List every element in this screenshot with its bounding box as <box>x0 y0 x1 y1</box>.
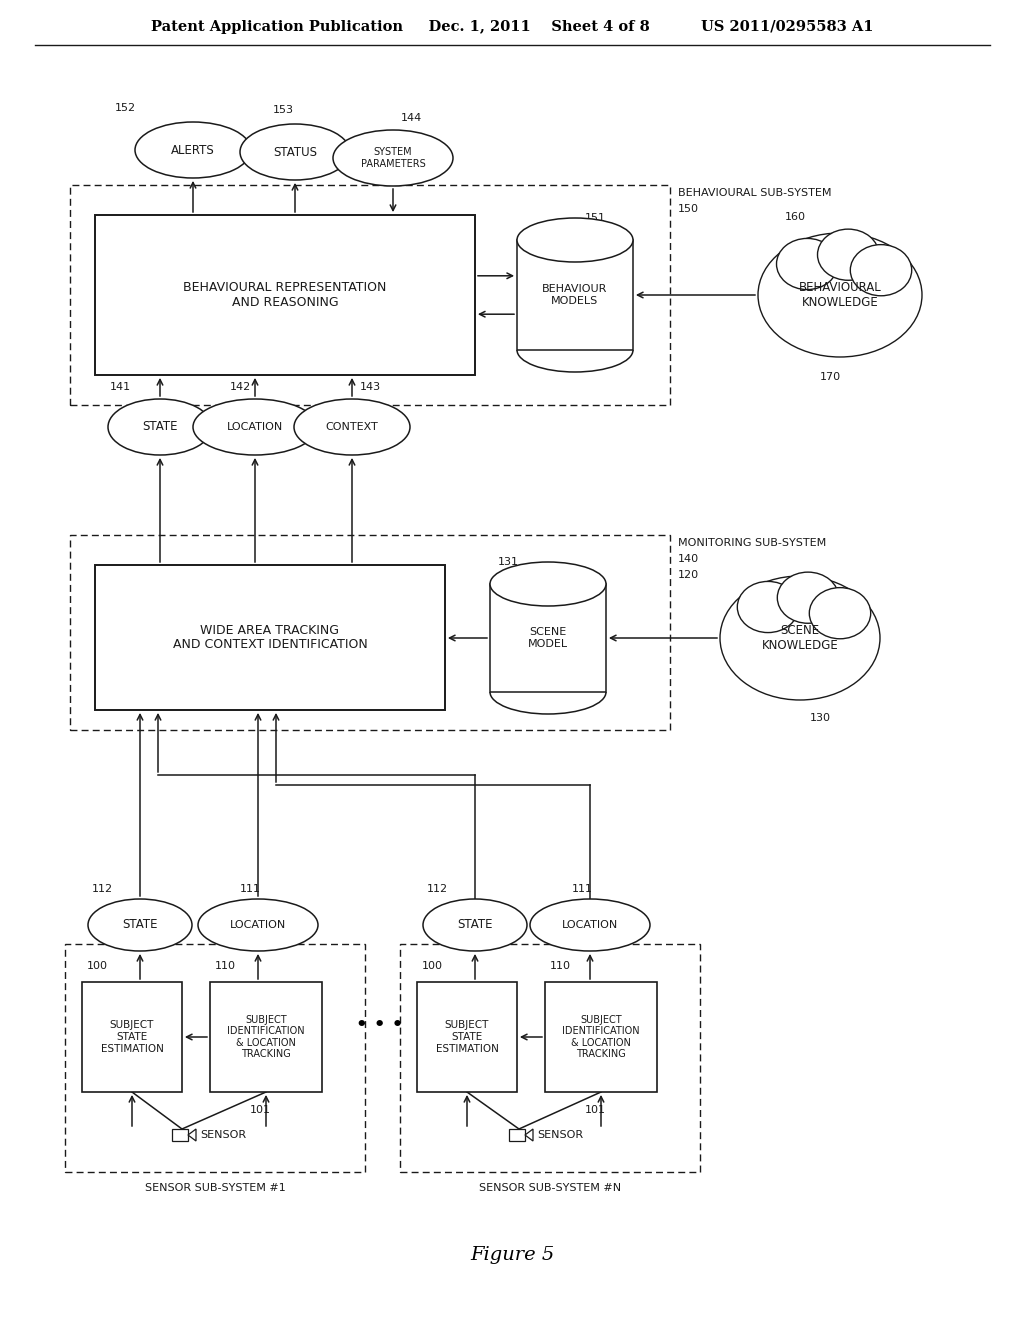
Ellipse shape <box>490 562 606 606</box>
Text: 140: 140 <box>678 554 699 564</box>
Ellipse shape <box>294 399 410 455</box>
Text: 100: 100 <box>422 961 443 972</box>
Text: 112: 112 <box>427 884 449 894</box>
Ellipse shape <box>777 572 839 623</box>
Text: • • •: • • • <box>247 642 294 659</box>
Ellipse shape <box>198 899 318 950</box>
Bar <box>545 982 657 1092</box>
Text: STATE: STATE <box>458 919 493 932</box>
Text: SENSOR: SENSOR <box>200 1130 246 1140</box>
Text: • • •: • • • <box>356 1016 403 1034</box>
Ellipse shape <box>108 399 212 455</box>
Text: LOCATION: LOCATION <box>562 920 618 931</box>
Ellipse shape <box>135 121 251 178</box>
Ellipse shape <box>88 899 193 950</box>
Ellipse shape <box>720 576 880 700</box>
Ellipse shape <box>240 124 350 180</box>
Bar <box>490 583 606 692</box>
Bar <box>400 944 700 1172</box>
Text: BEHAVIOURAL REPRESENTATION
AND REASONING: BEHAVIOURAL REPRESENTATION AND REASONING <box>183 281 387 309</box>
Ellipse shape <box>423 899 527 950</box>
Bar <box>65 944 365 1172</box>
Text: 110: 110 <box>550 961 571 972</box>
Text: 160: 160 <box>785 213 806 222</box>
Bar <box>509 1129 525 1140</box>
Text: 100: 100 <box>87 961 108 972</box>
Ellipse shape <box>817 230 879 280</box>
Polygon shape <box>188 1129 196 1140</box>
Text: 143: 143 <box>360 381 381 392</box>
Text: SENSOR SUB-SYSTEM #N: SENSOR SUB-SYSTEM #N <box>479 1183 622 1193</box>
Text: BEHAVIOUR
MODELS: BEHAVIOUR MODELS <box>543 284 607 306</box>
Text: 151: 151 <box>585 213 606 223</box>
Text: SUBJECT
STATE
ESTIMATION: SUBJECT STATE ESTIMATION <box>100 1020 164 1053</box>
Text: 141: 141 <box>110 381 131 392</box>
Bar <box>517 240 633 350</box>
Text: 142: 142 <box>230 381 251 392</box>
Text: 110: 110 <box>215 961 236 972</box>
Ellipse shape <box>809 587 870 639</box>
Text: 152: 152 <box>115 103 136 114</box>
Text: SENSOR SUB-SYSTEM #1: SENSOR SUB-SYSTEM #1 <box>144 1183 286 1193</box>
Bar <box>95 565 445 710</box>
Bar <box>70 185 670 405</box>
Ellipse shape <box>776 239 838 289</box>
Text: STATE: STATE <box>122 919 158 932</box>
Ellipse shape <box>530 899 650 950</box>
Text: 120: 120 <box>678 570 699 579</box>
Bar <box>95 215 475 375</box>
Text: 101: 101 <box>585 1105 606 1115</box>
Text: ALERTS: ALERTS <box>171 144 215 157</box>
Text: SUBJECT
IDENTIFICATION
& LOCATION
TRACKING: SUBJECT IDENTIFICATION & LOCATION TRACKI… <box>562 1015 640 1060</box>
Text: 130: 130 <box>810 713 831 723</box>
Bar <box>417 982 517 1092</box>
Text: 111: 111 <box>240 884 261 894</box>
Text: SYSTEM
PARAMETERS: SYSTEM PARAMETERS <box>360 148 425 169</box>
Text: SCENE
MODEL: SCENE MODEL <box>528 627 568 649</box>
Text: 101: 101 <box>250 1105 271 1115</box>
Text: SUBJECT
IDENTIFICATION
& LOCATION
TRACKING: SUBJECT IDENTIFICATION & LOCATION TRACKI… <box>227 1015 305 1060</box>
Text: CONTEXT: CONTEXT <box>326 422 379 432</box>
Text: 153: 153 <box>273 106 294 115</box>
Text: SENSOR: SENSOR <box>537 1130 583 1140</box>
Text: Patent Application Publication     Dec. 1, 2011    Sheet 4 of 8          US 2011: Patent Application Publication Dec. 1, 2… <box>151 20 873 34</box>
Text: LOCATION: LOCATION <box>227 422 283 432</box>
Bar <box>172 1129 188 1140</box>
Bar <box>70 535 670 730</box>
Text: SUBJECT
STATE
ESTIMATION: SUBJECT STATE ESTIMATION <box>435 1020 499 1053</box>
Text: WIDE AREA TRACKING
AND CONTEXT IDENTIFICATION: WIDE AREA TRACKING AND CONTEXT IDENTIFIC… <box>173 623 368 652</box>
Ellipse shape <box>517 218 633 261</box>
Text: BEHAVIOURAL
KNOWLEDGE: BEHAVIOURAL KNOWLEDGE <box>799 281 882 309</box>
Text: 170: 170 <box>820 372 841 381</box>
Text: Figure 5: Figure 5 <box>470 1246 554 1265</box>
Ellipse shape <box>850 244 911 296</box>
Text: MONITORING SUB-SYSTEM: MONITORING SUB-SYSTEM <box>678 539 826 548</box>
Bar <box>210 982 322 1092</box>
Ellipse shape <box>333 129 453 186</box>
Text: STATE: STATE <box>142 421 178 433</box>
Ellipse shape <box>193 399 317 455</box>
Text: 150: 150 <box>678 205 699 214</box>
Text: BEHAVIOURAL SUB-SYSTEM: BEHAVIOURAL SUB-SYSTEM <box>678 187 831 198</box>
Text: 144: 144 <box>401 114 422 123</box>
Text: 131: 131 <box>498 557 519 568</box>
Text: STATUS: STATUS <box>273 145 317 158</box>
Text: 112: 112 <box>92 884 113 894</box>
Polygon shape <box>525 1129 534 1140</box>
Bar <box>82 982 182 1092</box>
Text: SCENE
KNOWLEDGE: SCENE KNOWLEDGE <box>762 624 839 652</box>
Ellipse shape <box>758 234 922 356</box>
Text: LOCATION: LOCATION <box>229 920 286 931</box>
Text: 111: 111 <box>572 884 593 894</box>
Ellipse shape <box>737 581 799 632</box>
